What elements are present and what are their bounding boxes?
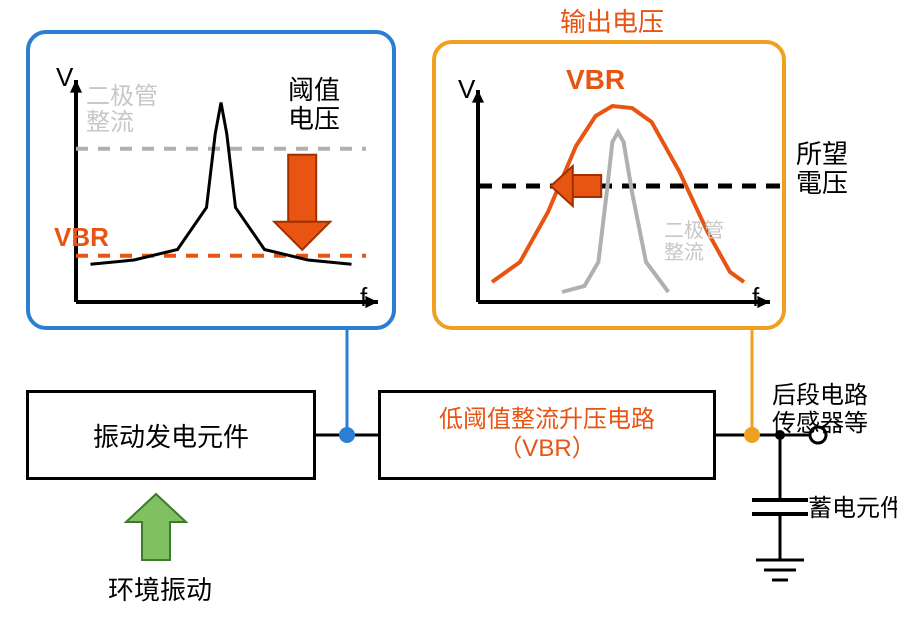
right-axis-v: V — [458, 74, 475, 105]
left-chart-svg — [30, 34, 400, 334]
downstream-label: 后段电路 传感器等 — [772, 382, 868, 437]
right-gray-label: 二极管 整流 — [664, 220, 724, 264]
left-vbr-label: VBR — [54, 222, 109, 253]
env-vibration-label: 环境振动 — [108, 570, 212, 607]
right-axis-f: f — [752, 282, 759, 313]
vbr-circuit-text: 低阈值整流升压电路 （VBR） — [439, 406, 655, 464]
left-gray-label: 二极管 整流 — [86, 84, 158, 137]
vibration-generator-text: 振动发电元件 — [93, 417, 249, 454]
output-voltage-label: 输出电压 — [560, 2, 664, 39]
vbr-circuit-block: 低阈值整流升压电路 （VBR） — [378, 390, 716, 480]
left-axis-f: f — [360, 282, 367, 313]
storage-label: 蓄电元件 — [808, 488, 897, 523]
left-threshold-label: 阈值 电压 — [288, 76, 340, 133]
right-vbr-label: VBR — [566, 64, 625, 96]
left-axis-v: V — [56, 62, 73, 93]
left-chart-panel: V f 二极管 整流 阈值 电压 VBR — [26, 30, 396, 330]
right-chart-panel: V f VBR 二极管 整流 — [432, 40, 786, 330]
desired-voltage-label: 所望 電压 — [796, 140, 848, 197]
vibration-generator-block: 振动发电元件 — [26, 390, 316, 480]
